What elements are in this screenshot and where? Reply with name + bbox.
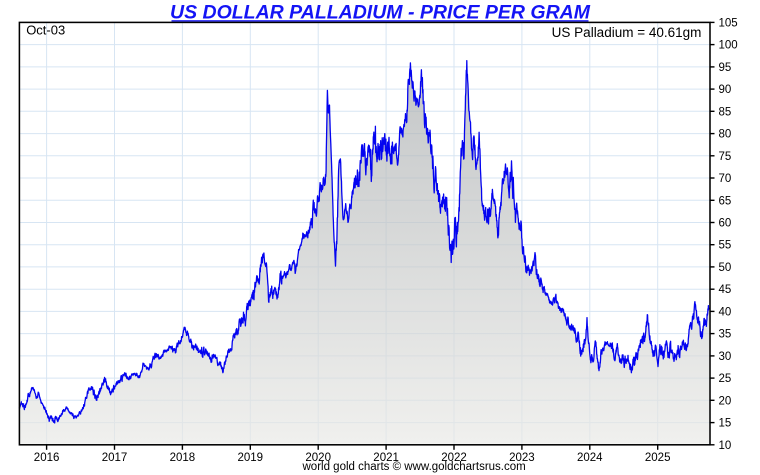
svg-text:2023: 2023 — [509, 452, 535, 464]
svg-text:10: 10 — [719, 440, 732, 452]
svg-text:2020: 2020 — [305, 452, 331, 464]
svg-text:2024: 2024 — [577, 452, 603, 464]
svg-text:105: 105 — [719, 17, 738, 29]
svg-text:95: 95 — [719, 62, 732, 74]
svg-text:2016: 2016 — [34, 452, 60, 464]
svg-text:90: 90 — [719, 84, 732, 96]
svg-text:2018: 2018 — [170, 452, 196, 464]
svg-text:60: 60 — [719, 218, 732, 230]
svg-text:70: 70 — [719, 173, 732, 185]
svg-text:35: 35 — [719, 329, 732, 341]
svg-text:45: 45 — [719, 284, 732, 296]
svg-text:US Palladium = 40.61gm: US Palladium = 40.61gm — [552, 25, 702, 40]
svg-text:25: 25 — [719, 373, 732, 385]
svg-text:30: 30 — [719, 351, 732, 363]
svg-text:100: 100 — [719, 40, 738, 52]
svg-text:80: 80 — [719, 129, 732, 141]
svg-text:15: 15 — [719, 418, 732, 430]
svg-text:85: 85 — [719, 106, 732, 118]
svg-text:2021: 2021 — [373, 452, 399, 464]
svg-text:20: 20 — [719, 395, 732, 407]
svg-text:75: 75 — [719, 151, 732, 163]
svg-text:65: 65 — [719, 195, 732, 207]
svg-text:50: 50 — [719, 262, 732, 274]
svg-text:2025: 2025 — [645, 452, 671, 464]
svg-text:55: 55 — [719, 240, 732, 252]
svg-text:US DOLLAR PALLADIUM - PRICE PE: US DOLLAR PALLADIUM - PRICE PER GRAM — [170, 2, 591, 24]
svg-text:40: 40 — [719, 306, 732, 318]
svg-text:2019: 2019 — [238, 452, 264, 464]
svg-text:2017: 2017 — [102, 452, 128, 464]
svg-text:world gold charts © www.goldch: world gold charts © www.goldchartsrus.co… — [302, 461, 526, 473]
svg-text:2022: 2022 — [441, 452, 467, 464]
svg-text:Oct-03: Oct-03 — [26, 23, 65, 38]
